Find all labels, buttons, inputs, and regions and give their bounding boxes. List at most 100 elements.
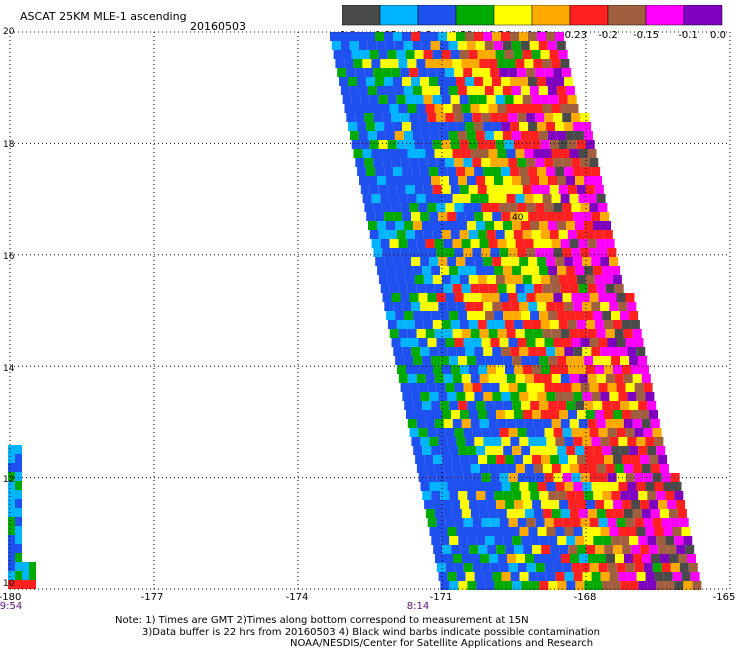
wind-cell bbox=[445, 203, 455, 212]
wind-cell bbox=[486, 140, 496, 149]
wind-cell bbox=[517, 383, 527, 392]
wind-cell bbox=[384, 167, 394, 176]
wind-cell bbox=[448, 41, 458, 50]
wind-cell bbox=[447, 527, 457, 536]
wind-cell bbox=[487, 365, 496, 374]
wind-cell bbox=[460, 500, 470, 509]
wind-cell bbox=[424, 410, 433, 419]
wind-cell bbox=[382, 158, 392, 167]
wind-cell bbox=[600, 302, 610, 311]
wind-cell bbox=[600, 392, 610, 401]
wind-cell bbox=[503, 221, 512, 230]
wind-cell bbox=[493, 86, 503, 95]
wind-cell bbox=[451, 545, 461, 554]
wind-cell bbox=[497, 509, 507, 518]
wind-cell bbox=[535, 428, 545, 437]
wind-cell bbox=[371, 194, 381, 203]
wind-cell bbox=[460, 455, 470, 464]
wind-cell bbox=[438, 212, 448, 221]
wind-cell bbox=[331, 41, 341, 50]
wind-cell bbox=[459, 320, 469, 329]
wind-cell bbox=[584, 446, 594, 455]
wind-cell bbox=[681, 572, 691, 581]
wind-cell bbox=[528, 482, 538, 491]
wind-cell bbox=[573, 167, 583, 176]
wind-cell bbox=[537, 302, 547, 311]
wind-cell bbox=[629, 446, 639, 455]
wind-cell bbox=[380, 239, 390, 248]
wind-cell bbox=[564, 122, 574, 131]
wind-cell bbox=[548, 221, 557, 230]
scale-label: -0.23 bbox=[561, 30, 587, 41]
wind-cell bbox=[441, 230, 451, 239]
wind-cell bbox=[465, 77, 474, 86]
wind-cell bbox=[409, 293, 419, 302]
wind-cell bbox=[566, 176, 575, 185]
wind-cell bbox=[366, 32, 375, 41]
wind-cell bbox=[451, 365, 460, 374]
wind-cell bbox=[477, 230, 487, 239]
wind-cell bbox=[466, 131, 476, 140]
wind-cell bbox=[429, 77, 438, 86]
wind-cell bbox=[413, 176, 422, 185]
wind-cell bbox=[492, 302, 502, 311]
wind-cell bbox=[521, 176, 530, 185]
wind-cell bbox=[349, 41, 359, 50]
wind-cell bbox=[510, 392, 520, 401]
wind-cell bbox=[537, 32, 546, 41]
wind-cell bbox=[447, 167, 457, 176]
wind-cell bbox=[515, 284, 525, 293]
wind-cell bbox=[510, 122, 520, 131]
wind-cell bbox=[623, 374, 633, 383]
wind-cell bbox=[611, 311, 621, 320]
wind-cell bbox=[595, 455, 605, 464]
wind-cell bbox=[573, 392, 583, 401]
wind-cell bbox=[679, 563, 689, 572]
wind-cell bbox=[607, 338, 617, 347]
wind-cell bbox=[15, 517, 22, 526]
wind-cell bbox=[8, 580, 15, 589]
wind-cell bbox=[593, 581, 603, 590]
wind-cell bbox=[526, 203, 536, 212]
wind-cell bbox=[504, 50, 514, 59]
wind-cell bbox=[470, 239, 480, 248]
wind-cell bbox=[555, 212, 565, 221]
wind-cell bbox=[398, 194, 408, 203]
wind-cell bbox=[431, 401, 441, 410]
wind-cell bbox=[654, 572, 664, 581]
wind-cell bbox=[603, 275, 613, 284]
wind-cell bbox=[618, 302, 628, 311]
wind-cell bbox=[495, 275, 505, 284]
wind-cell bbox=[494, 446, 504, 455]
wind-cell bbox=[515, 329, 525, 338]
wind-cell bbox=[488, 464, 498, 473]
wind-cell bbox=[627, 347, 637, 356]
wind-cell bbox=[458, 221, 467, 230]
wind-cell bbox=[429, 437, 439, 446]
wind-cell bbox=[568, 500, 578, 509]
wind-cell bbox=[438, 437, 448, 446]
wind-cell bbox=[398, 329, 408, 338]
wind-cell bbox=[540, 140, 550, 149]
wind-cell bbox=[548, 446, 558, 455]
wind-cell bbox=[444, 554, 453, 563]
wind-cell bbox=[413, 266, 423, 275]
wind-cell bbox=[449, 176, 458, 185]
wind-cell bbox=[8, 463, 15, 472]
wind-cell bbox=[661, 563, 671, 572]
wind-cell bbox=[505, 545, 515, 554]
wind-cell bbox=[414, 140, 424, 149]
wind-cell bbox=[456, 392, 466, 401]
wind-cell bbox=[458, 176, 467, 185]
wind-cell bbox=[623, 329, 633, 338]
wind-cell bbox=[443, 104, 453, 113]
wind-cell bbox=[434, 149, 444, 158]
wind-cell bbox=[555, 437, 565, 446]
wind-cell bbox=[508, 563, 518, 572]
wind-cell bbox=[586, 455, 596, 464]
wind-cell bbox=[593, 311, 603, 320]
wind-cell bbox=[542, 194, 552, 203]
wind-cell bbox=[504, 275, 514, 284]
wind-cell bbox=[690, 572, 700, 581]
wind-cell bbox=[526, 383, 536, 392]
